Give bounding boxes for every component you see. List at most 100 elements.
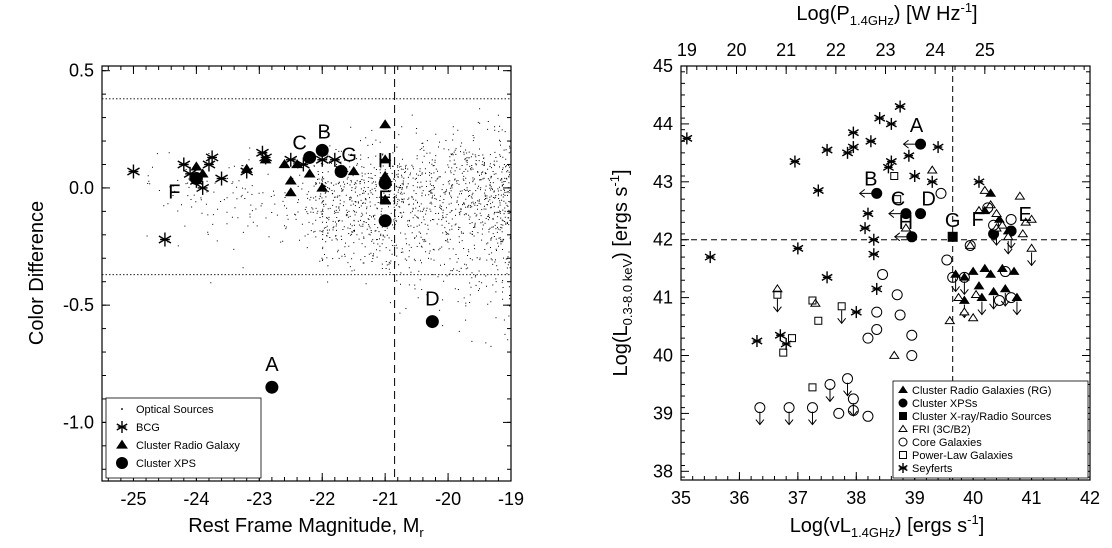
seyfert-point [868, 233, 880, 246]
radio-galaxy-point [240, 163, 253, 173]
seyfert-point [792, 242, 804, 255]
upper-limit-arrow [1027, 252, 1036, 267]
seyfert-point [932, 141, 944, 154]
xps-label-G: G [341, 145, 357, 167]
left-reference-lines [102, 66, 511, 481]
upper-limit-arrow [977, 301, 987, 316]
upper-limit-arrow-head [1003, 248, 1013, 255]
xps-point [915, 138, 927, 150]
top-x-tick-label: 24 [925, 40, 945, 60]
upper-limit-arrow [989, 295, 998, 310]
top-x-tick-label: 19 [677, 40, 697, 60]
seyfert-point [789, 155, 801, 168]
xps-point [906, 231, 918, 243]
core-galaxy-point [877, 268, 889, 280]
upper-limit-arrow [755, 411, 765, 426]
legend-label: Power-Law Galaxies [912, 450, 1013, 462]
upper-limit-arrow-head [825, 396, 835, 403]
legend-label: Cluster XPSs [912, 398, 978, 410]
left-limit-arrow-head [893, 232, 901, 242]
radio-galaxy-point [967, 266, 979, 275]
y-tick-label: 45 [653, 56, 673, 76]
xps-label-B: B [318, 121, 331, 143]
source-label-E: E [1018, 204, 1031, 226]
y-tick-label: 42 [653, 230, 673, 250]
fri-point [970, 289, 982, 299]
x-tick-label: 41 [1022, 488, 1042, 508]
seyfert-point [774, 329, 786, 342]
y-tick-label: 41 [653, 288, 673, 308]
x-tick-label: 37 [788, 488, 808, 508]
xps-point [915, 208, 927, 220]
seyfert-point [681, 132, 693, 145]
xps-point [315, 143, 329, 157]
source-label-C: C [891, 189, 905, 211]
x-tick-label: 35 [671, 488, 691, 508]
fri-point [964, 240, 976, 249]
x-tick-label: -20 [435, 489, 461, 509]
seyfert-point [973, 175, 985, 188]
core-galaxy-point [1005, 292, 1017, 304]
seyfert-point [704, 251, 716, 264]
seyfert-point [821, 271, 833, 284]
x-tick-label: -25 [120, 489, 146, 509]
upper-limit-arrow-head [1006, 242, 1016, 249]
power-law-point [890, 172, 899, 181]
radio-galaxy-point [999, 283, 1011, 293]
y-tick-label: -0.5 [63, 295, 94, 315]
fri-point [888, 350, 900, 359]
seyfert-point [847, 126, 859, 139]
upper-limit-arrow [951, 278, 961, 293]
core-galaxy-point [847, 405, 859, 417]
x-tick-label: -19 [498, 489, 524, 509]
power-law-point [808, 296, 817, 305]
y-tick-label: -1.0 [63, 412, 94, 432]
xps-point [334, 165, 348, 179]
upper-limit-arrow-head [808, 419, 817, 426]
upper-limit-arrow-head [837, 317, 847, 325]
fri-point [944, 315, 956, 325]
radio-galaxy-point [979, 263, 991, 272]
bcg-point [284, 152, 298, 167]
x-tick-label: -22 [309, 489, 335, 509]
core-galaxy-point [862, 332, 874, 344]
right-legend: Cluster Radio Galaxies (RG)Cluster XPSsC… [892, 380, 1089, 479]
source-label-H: H [899, 212, 913, 234]
fri-point [1017, 228, 1029, 238]
xps-label-C: C [292, 132, 306, 154]
seyfert-point [847, 141, 859, 154]
upper-limit-arrow-head [843, 390, 852, 397]
upper-limit-arrow-head [1000, 300, 1010, 307]
upper-limit-arrow-head [784, 419, 794, 426]
upper-limit-arrow-head [959, 289, 969, 296]
fri-point [809, 298, 821, 307]
radio-galaxy-point [1011, 292, 1023, 301]
right-legend-box [892, 380, 1089, 479]
x-tick-label: -24 [183, 489, 209, 509]
xps-label-E: E [378, 188, 391, 210]
left-data-marks: A BC D E F G H [127, 119, 440, 394]
legend-asterisk-symbol [898, 463, 908, 473]
fri-point [771, 283, 783, 293]
core-galaxy-point [999, 266, 1011, 278]
upper-limit-arrow [837, 310, 847, 325]
upper-limit-arrow-head [992, 239, 1001, 246]
core-galaxy-point [891, 289, 903, 301]
core-galaxy-point [1005, 213, 1017, 225]
core-galaxy-point [988, 219, 1000, 231]
seyfert-point [903, 149, 915, 162]
x-tick-label: 38 [846, 488, 866, 508]
upper-limit-arrow-head [977, 309, 987, 316]
upper-limit-arrow [1000, 292, 1010, 307]
seyfert-point [780, 337, 792, 350]
y-tick-label: 43 [653, 172, 673, 192]
radio-galaxy-point [284, 187, 297, 197]
fri-point [1002, 231, 1014, 241]
core-galaxy-point [982, 202, 994, 214]
upper-limit-arrow [808, 411, 817, 426]
core-galaxy-point [871, 323, 883, 335]
left-scatter-panel: A BC D E F G H -25 -24 -23 -22 -21 -20 -19 -1.0 -0.5 0.… [26, 61, 524, 540]
legend-label: Cluster X-ray/Radio Sources [912, 411, 1052, 423]
radio-galaxy-point [347, 166, 360, 176]
